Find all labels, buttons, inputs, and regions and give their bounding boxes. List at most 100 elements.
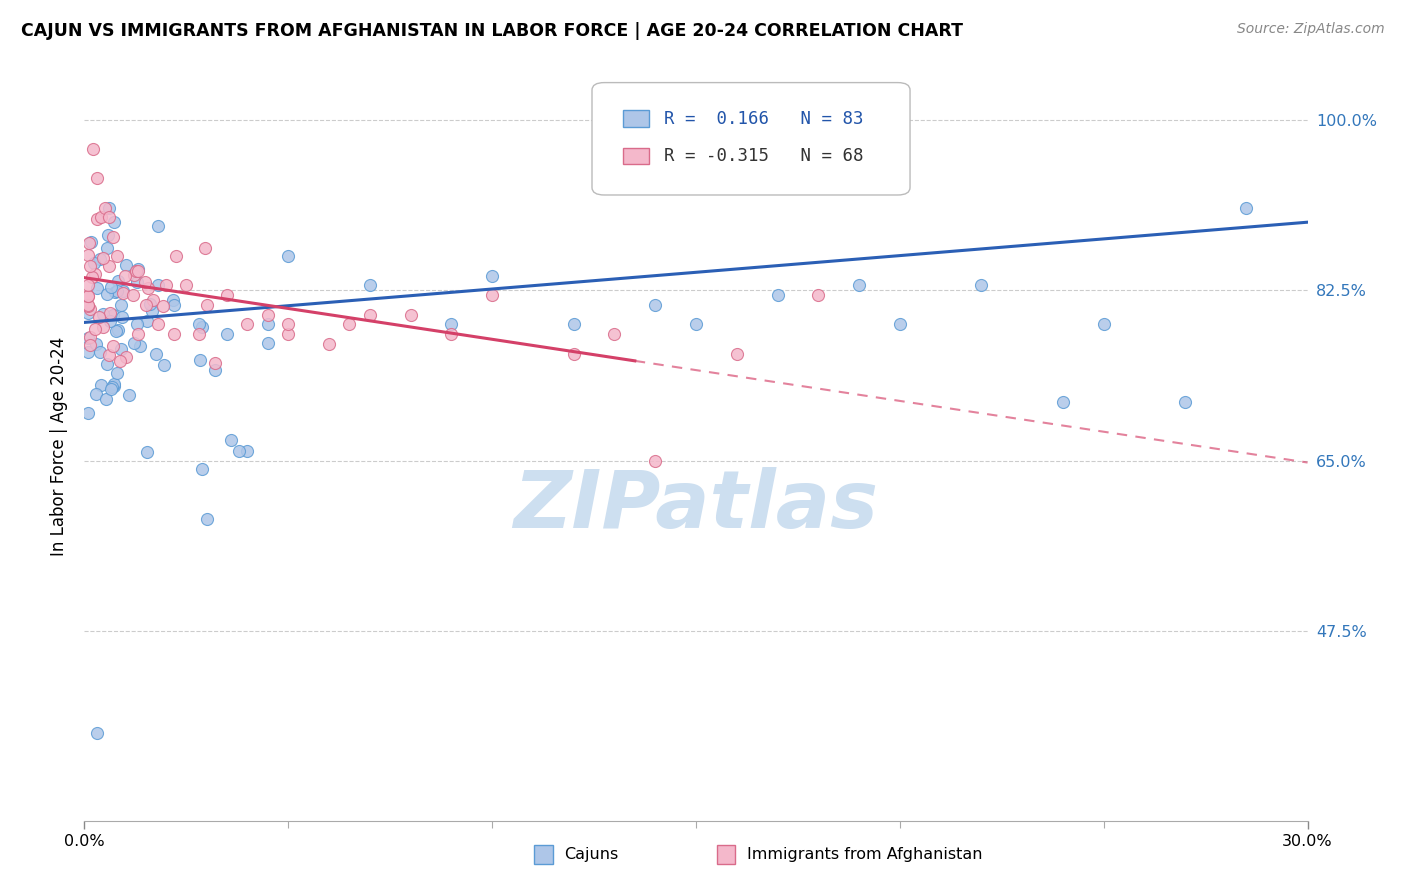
Point (110, 298, 132, 312)
Point (107, 274, 129, 288)
Point (79, 302, 101, 317)
Text: Cajuns: Cajuns (564, 847, 619, 862)
Point (79, 330, 101, 344)
Point (217, 288, 239, 302)
Point (77, 306, 100, 320)
Point (77, 331, 100, 345)
Text: R =  0.166   N = 83: R = 0.166 N = 83 (664, 110, 863, 128)
Point (77, 299, 100, 313)
Point (105, 366, 128, 380)
Point (562, 318, 585, 332)
Point (86, 726, 108, 740)
Text: Source: ZipAtlas.com: Source: ZipAtlas.com (1237, 22, 1385, 37)
Point (1052, 395, 1074, 409)
Point (77, 289, 100, 303)
Point (125, 264, 148, 278)
Point (77, 298, 100, 312)
Point (146, 318, 169, 332)
Point (152, 299, 174, 313)
Point (83, 268, 105, 282)
Point (481, 268, 503, 283)
Point (1092, 318, 1115, 332)
Point (114, 268, 136, 283)
Point (125, 275, 148, 289)
Point (139, 297, 162, 311)
Point (136, 281, 159, 295)
Point (77, 248, 100, 262)
Point (90, 377, 112, 392)
Point (135, 298, 157, 312)
Point (725, 346, 748, 360)
Point (644, 453, 666, 467)
Point (105, 324, 128, 338)
Point (100, 383, 122, 397)
Point (91, 307, 114, 321)
Point (359, 278, 381, 293)
FancyBboxPatch shape (623, 111, 650, 127)
Point (848, 278, 870, 293)
FancyBboxPatch shape (623, 148, 650, 164)
Point (86, 281, 108, 295)
Point (217, 327, 239, 342)
Point (399, 308, 422, 322)
Point (163, 298, 186, 312)
Text: CAJUN VS IMMIGRANTS FROM AFGHANISTAN IN LABOR FORCE | AGE 20-24 CORRELATION CHAR: CAJUN VS IMMIGRANTS FROM AFGHANISTAN IN … (21, 22, 963, 40)
Point (1236, 201, 1258, 215)
Text: Immigrants from Afghanistan: Immigrants from Afghanistan (747, 847, 981, 862)
Point (188, 353, 211, 368)
Point (219, 434, 242, 448)
Point (562, 346, 585, 360)
Text: R = -0.315   N = 68: R = -0.315 N = 68 (664, 147, 863, 165)
Point (187, 318, 209, 332)
Point (114, 350, 136, 364)
Point (105, 284, 128, 298)
Point (84, 337, 107, 351)
Point (136, 313, 159, 327)
Point (94, 392, 117, 406)
Point (644, 298, 666, 312)
Point (96, 241, 118, 255)
Point (163, 327, 186, 342)
Point (84, 386, 107, 401)
Point (90, 211, 112, 225)
Point (100, 380, 122, 394)
Point (236, 443, 259, 458)
Point (89, 344, 111, 359)
Point (145, 347, 167, 361)
Point (135, 445, 157, 459)
Point (80, 270, 103, 285)
Point (104, 285, 127, 299)
Text: ZIPatlas: ZIPatlas (513, 467, 879, 545)
Point (96, 357, 118, 371)
Point (127, 261, 149, 276)
Point (122, 268, 145, 282)
Point (153, 358, 176, 372)
Point (110, 343, 132, 357)
Point (112, 284, 135, 298)
Point (134, 275, 156, 289)
Point (103, 379, 125, 393)
Point (107, 323, 129, 337)
Point (80, 235, 103, 250)
Point (685, 318, 707, 332)
Point (127, 318, 149, 332)
Point (93, 320, 115, 334)
Point (77, 289, 100, 303)
Point (97, 227, 120, 242)
Point (162, 293, 184, 307)
Point (105, 249, 128, 263)
Point (89, 252, 111, 266)
Y-axis label: In Labor Force | Age 20-24: In Labor Force | Age 20-24 (49, 336, 67, 556)
Point (204, 363, 226, 377)
Point (86, 171, 108, 186)
Point (603, 327, 626, 342)
Point (146, 278, 169, 293)
Point (91, 252, 114, 266)
Point (257, 318, 280, 332)
Point (82, 142, 104, 156)
Point (100, 306, 122, 320)
Point (118, 388, 141, 402)
Point (103, 339, 125, 353)
Point (277, 327, 299, 342)
Point (970, 278, 993, 293)
